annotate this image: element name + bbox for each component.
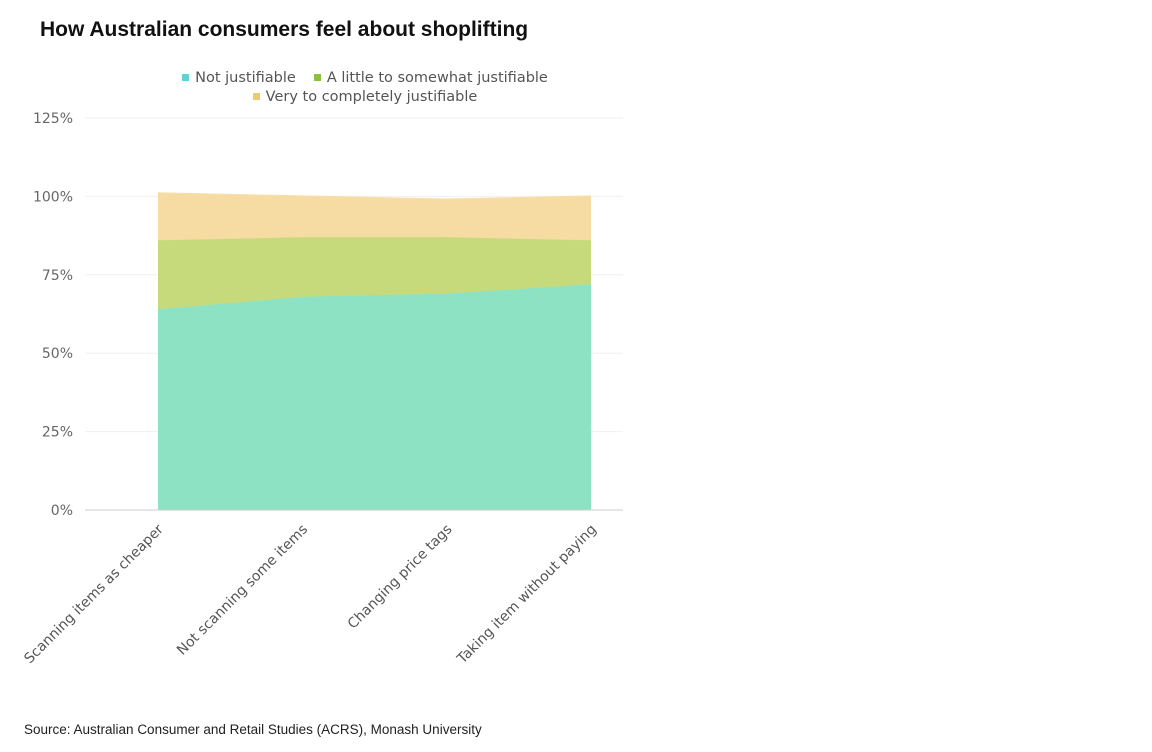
legend-label-very-justifiable: Very to completely justifiable [265,88,478,105]
x-category-label-3: Taking item without paying [454,522,600,668]
legend-label-somewhat-justifiable: A little to somewhat justifiable [326,69,548,86]
legend-label-not-justifiable: Not justifiable [195,69,296,86]
chart-legend: Not justifiable A little to somewhat jus… [0,68,730,106]
y-tick-label-1: 25% [42,425,73,441]
y-tick-label-0: 0% [51,503,73,519]
legend-item-very-justifiable: Very to completely justifiable [252,88,478,105]
y-tick-label-3: 75% [42,268,73,284]
x-category-label-0: Scanning items as cheaper [21,521,167,667]
y-tick-label-5: 125% [33,111,73,127]
legend-swatch-not-justifiable [182,74,190,81]
legend-swatch-very-justifiable [252,93,260,100]
chart-title: How Australian consumers feel about shop… [40,18,529,41]
area-series-0 [158,284,591,510]
source-note: Source: Australian Consumer and Retail S… [24,722,482,737]
y-tick-label-2: 50% [42,346,73,362]
legend-item-not-justifiable: Not justifiable [182,70,296,86]
area-series-2 [158,193,591,241]
x-category-label-2: Changing price tags [345,522,456,633]
legend-row-1: Not justifiable A little to somewhat jus… [0,68,730,87]
y-tick-label-4: 100% [33,189,73,205]
area-edge-series-2 [157,192,592,201]
legend-item-somewhat-justifiable: A little to somewhat justifiable [313,69,548,86]
x-category-label-1: Not scanning some items [174,522,311,659]
legend-swatch-somewhat-justifiable [313,74,321,81]
legend-row-2: Very to completely justifiable [0,87,730,106]
area-series-1 [158,237,591,310]
